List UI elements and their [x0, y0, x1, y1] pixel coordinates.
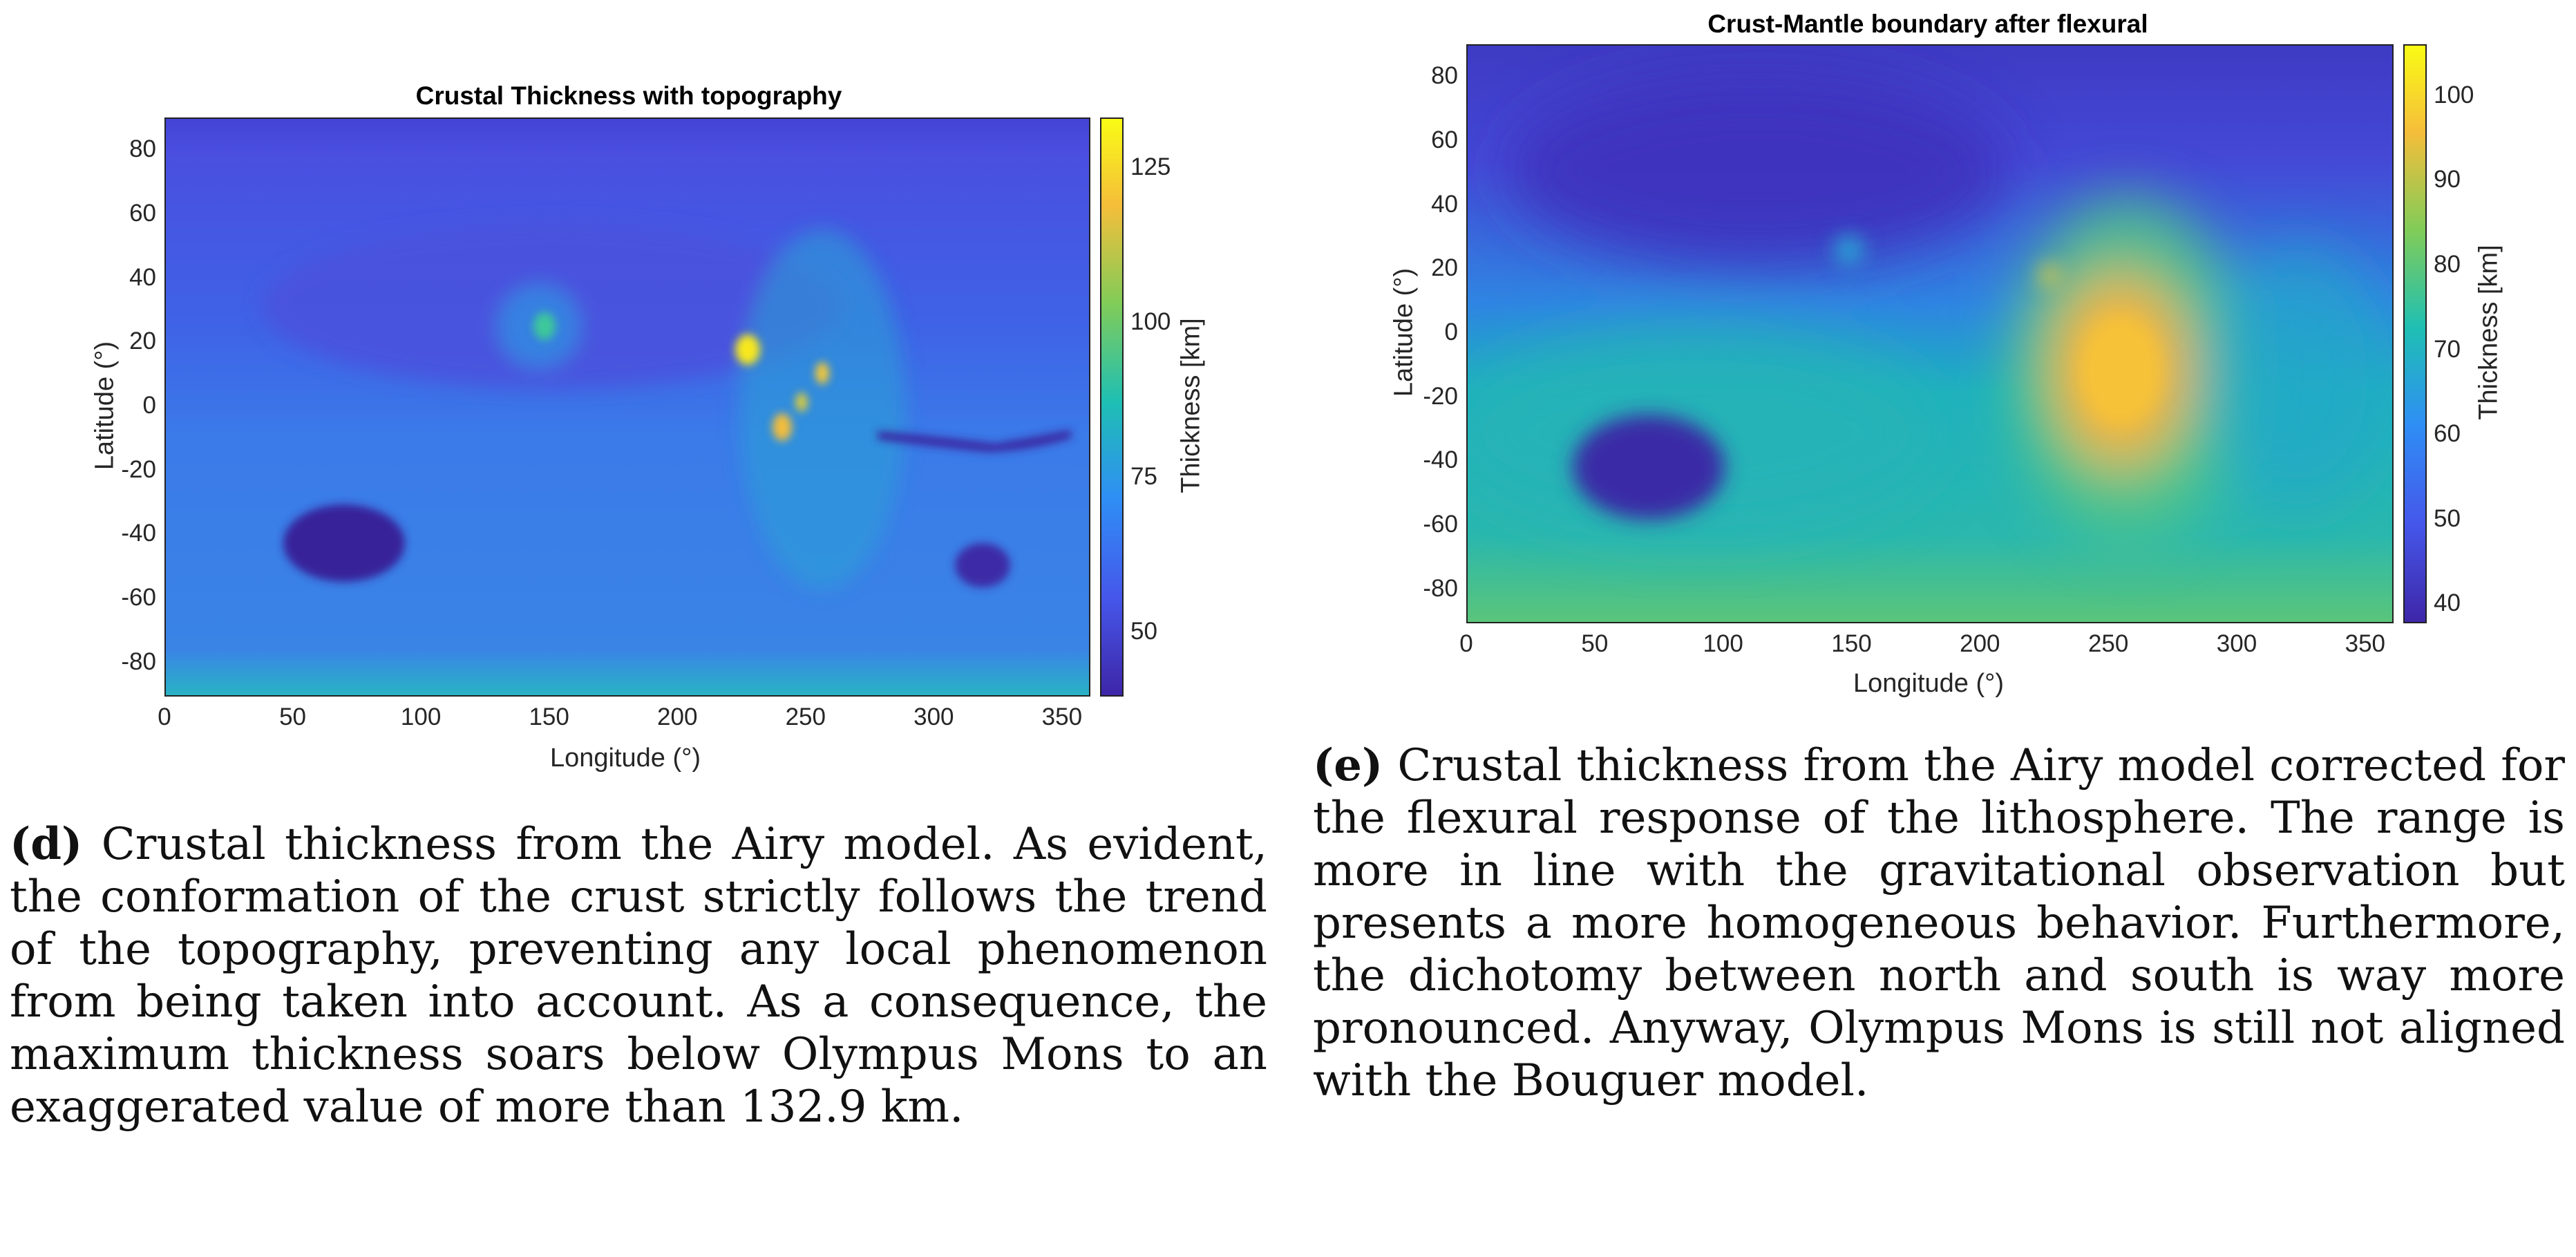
x-tick-label: 50: [1581, 630, 1609, 657]
y-tick-label: -40: [121, 520, 156, 547]
y-tick-label: 0: [1444, 319, 1458, 346]
caption-label-d: (d): [10, 818, 83, 870]
x-tick-label: 250: [2087, 630, 2129, 657]
caption-label-e: (e): [1313, 739, 1383, 791]
x-tick-label: 350: [2345, 630, 2386, 657]
colorbar-tick-label: 50: [2434, 504, 2461, 532]
y-tick-label: -80: [1423, 574, 1458, 602]
y-tick-label: -20: [121, 455, 156, 483]
elysium-e: [1834, 235, 1864, 265]
colorbar-tick-label: 100: [1130, 308, 1171, 335]
x-tick-label: 0: [1459, 630, 1473, 657]
hellas-basin-d: [283, 504, 405, 582]
y-tick-label: -20: [1423, 382, 1458, 410]
east-highlands-e: [2200, 246, 2392, 509]
pavonis-mons-d: [795, 393, 808, 412]
heatmap-d: [164, 117, 1090, 697]
hellas-basin-e: [1573, 415, 1725, 520]
northern-lowlands-e: [1509, 73, 2007, 267]
x-axis-label-e: Longitude (°): [1853, 669, 2004, 698]
ascraeus-mons-d: [815, 362, 829, 384]
y-tick-label: 40: [129, 263, 156, 291]
y-axis-label-e: Latitude (°): [1389, 267, 1419, 397]
x-tick-label: 150: [1831, 630, 1872, 657]
chart-title-d: Crustal Thickness with topography: [415, 82, 842, 110]
colorbar-tick-label: 90: [2434, 166, 2461, 193]
y-tick-label: -60: [1423, 511, 1458, 538]
tharsis-peak-e: [2079, 315, 2162, 426]
x-tick-label: 300: [913, 703, 954, 730]
colorbar-tick-label: 70: [2434, 335, 2461, 363]
colorbar-label-d: Thickness [km]: [1176, 318, 1206, 493]
chart-title-e: Crust-Mantle boundary after flexural: [1707, 10, 2148, 38]
x-tick-label: 250: [785, 703, 826, 730]
x-tick-label: 50: [279, 703, 307, 730]
x-tick-label: 150: [529, 703, 569, 730]
x-tick-label: 100: [1703, 630, 1743, 657]
x-tick-label: 350: [1041, 703, 1083, 730]
y-tick-label: 40: [1431, 190, 1458, 218]
y-tick-label: -80: [121, 648, 156, 675]
y-tick-label: -60: [121, 584, 156, 611]
colorbar-tick-label: 75: [1130, 463, 1157, 491]
colorbar-tick-label: 40: [2434, 589, 2461, 617]
olympus-mons-d: [735, 334, 760, 365]
colorbar-tick-label: 50: [1130, 618, 1157, 645]
elysium-mons-d: [533, 312, 556, 340]
argyre-basin-d: [955, 543, 1010, 587]
colorbar-tick-label: 80: [2434, 250, 2461, 278]
caption-text-d: Crustal thickness from the Airy model. A…: [10, 819, 1268, 1133]
y-tick-label: 80: [129, 135, 156, 163]
x-tick-label: 300: [2216, 630, 2257, 657]
x-tick-label: 100: [400, 703, 442, 730]
x-tick-label: 200: [1960, 630, 2000, 657]
y-tick-label: 60: [129, 200, 156, 227]
caption-text-e: Crustal thickness from the Airy model co…: [1313, 740, 2565, 1106]
colorbar-tick-label: 60: [2434, 420, 2461, 448]
heatmap-e: [1466, 44, 2394, 623]
y-tick-label: 20: [129, 328, 156, 355]
y-tick-label: 80: [1431, 62, 1458, 90]
x-tick-label: 0: [158, 703, 171, 730]
heatmap-d-background: [166, 119, 1089, 695]
arsia-mons-d: [773, 413, 792, 441]
y-tick-label: 60: [1431, 126, 1458, 153]
y-tick-label: -40: [1423, 446, 1458, 474]
colorbar-label-e: Thickness [km]: [2474, 245, 2503, 420]
colorbar-e: [2403, 44, 2427, 623]
valles-marineris-d: [878, 430, 1071, 452]
tharsis-rise-d: [739, 229, 905, 589]
colorbar-d: [1100, 117, 1124, 697]
y-tick-label: 20: [1431, 254, 1458, 282]
y-axis-label-d: Latitude (°): [90, 341, 120, 471]
x-axis-label-d: Longitude (°): [550, 744, 701, 773]
x-tick-label: 200: [657, 703, 698, 730]
colorbar-tick-label: 125: [1130, 153, 1171, 180]
colorbar-tick-label: 100: [2434, 81, 2474, 108]
y-tick-label: 0: [142, 392, 156, 419]
olympus-mons-e: [2040, 264, 2059, 286]
caption-d: (d) Crustal thickness from the Airy mode…: [10, 818, 1267, 1133]
caption-e: (e) Crustal thickness from the Airy mode…: [1313, 739, 2565, 1107]
